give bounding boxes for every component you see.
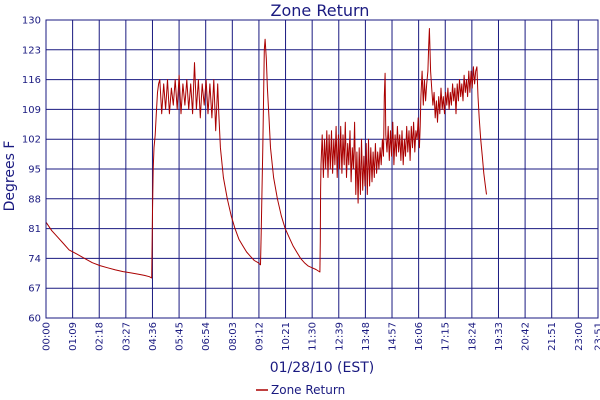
x-tick-label: 13:48	[361, 322, 372, 351]
y-tick-label: 130	[22, 16, 41, 27]
y-tick-label: 109	[22, 105, 41, 116]
y-tick-label: 74	[28, 254, 41, 265]
x-tick-label: 01:09	[68, 322, 79, 351]
series-lines	[45, 28, 487, 279]
x-tick-label: 17:15	[441, 322, 452, 351]
x-tick-label: 08:03	[228, 322, 239, 351]
x-tick-label: 09:12	[254, 322, 265, 351]
x-tick-labels: 00:00 01:09 02:18 03:27 04:36 05:45 06:54 08:03…	[42, 322, 600, 351]
x-tick-label: 23:00	[574, 322, 585, 351]
x-tick-label: 21:51	[547, 322, 558, 351]
x-tick-label: 11:30	[308, 322, 319, 351]
y-tick-label: 102	[22, 135, 41, 146]
y-axis-label: Degrees F	[2, 141, 18, 212]
y-tick-labels: 60 67 74 81 88 95 102 109 116 123 130	[22, 16, 41, 325]
x-tick-label: 19:33	[494, 322, 505, 351]
y-tick-label: 95	[28, 165, 41, 176]
x-tick-label: 05:45	[175, 322, 186, 351]
x-tick-label: 06:54	[201, 322, 212, 351]
x-tick-label: 02:18	[95, 322, 106, 351]
x-tick-label: 12:39	[334, 322, 345, 351]
y-tick-label: 67	[28, 284, 41, 295]
legend-label: Zone Return	[271, 383, 345, 397]
y-tick-label: 60	[28, 314, 41, 325]
x-axis-label: 01/28/10 (EST)	[270, 360, 375, 376]
x-tick-label: 00:00	[42, 322, 53, 351]
x-tick-label: 10:21	[281, 322, 292, 351]
x-tick-label: 20:42	[521, 322, 532, 351]
plot-area-border	[45, 19, 599, 319]
x-tick-label: 14:57	[388, 322, 399, 351]
y-tick-label: 123	[22, 45, 41, 56]
series-line	[45, 28, 487, 279]
legend: Zone Return	[256, 383, 345, 397]
x-tick-label: 16:06	[414, 322, 425, 351]
x-tick-label: 04:36	[148, 322, 159, 351]
chart-title: Zone Return	[271, 1, 370, 20]
y-tick-label: 116	[22, 75, 41, 86]
x-tick-label: 18:24	[467, 322, 478, 351]
y-tick-label: 88	[28, 194, 41, 205]
x-tick-label: 03:27	[121, 322, 132, 351]
x-tick-label: 23:51	[594, 322, 600, 351]
y-tick-label: 81	[28, 224, 41, 235]
